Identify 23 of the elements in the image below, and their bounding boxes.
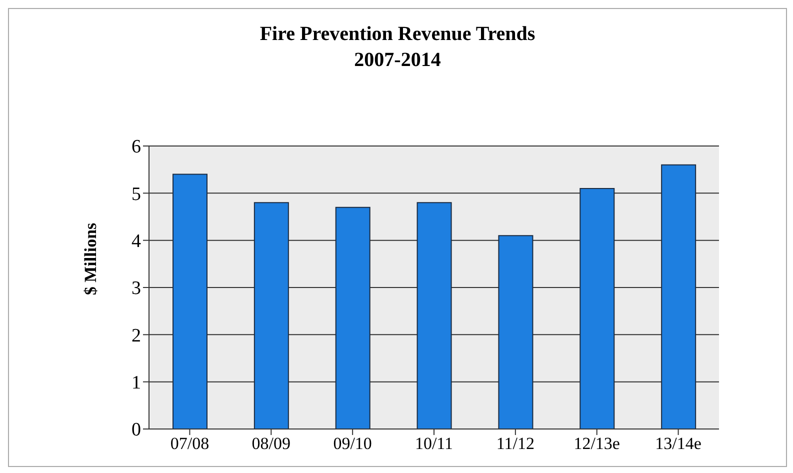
bar [254,202,289,429]
x-tick-label: 09/10 [333,434,372,454]
y-tick-label: 2 [132,325,141,346]
bar [416,202,452,429]
y-tick-label: 5 [132,184,141,205]
bar [498,235,534,429]
x-tick-label: 07/08 [170,434,210,454]
x-tick-label: 11/12 [496,434,534,454]
y-tick-label: 0 [132,420,141,441]
chart-title: Fire Prevention Revenue Trends 2007-2014 [258,22,536,73]
x-tick-label: 12/13e [574,434,620,454]
x-tick-label: 10/11 [414,434,454,454]
bar [661,164,696,429]
y-tick-label: 3 [132,278,141,300]
bar [172,174,208,429]
bar [335,206,370,429]
x-tick-label: 13/14e [655,434,702,454]
y-tick-label: 4 [132,231,142,252]
y-tick-label: 1 [132,372,141,394]
bar [580,188,615,429]
x-tick-label: 08/09 [252,434,291,454]
y-axis-title: $ Millions [81,222,101,296]
y-tick-label: 6 [132,136,141,158]
